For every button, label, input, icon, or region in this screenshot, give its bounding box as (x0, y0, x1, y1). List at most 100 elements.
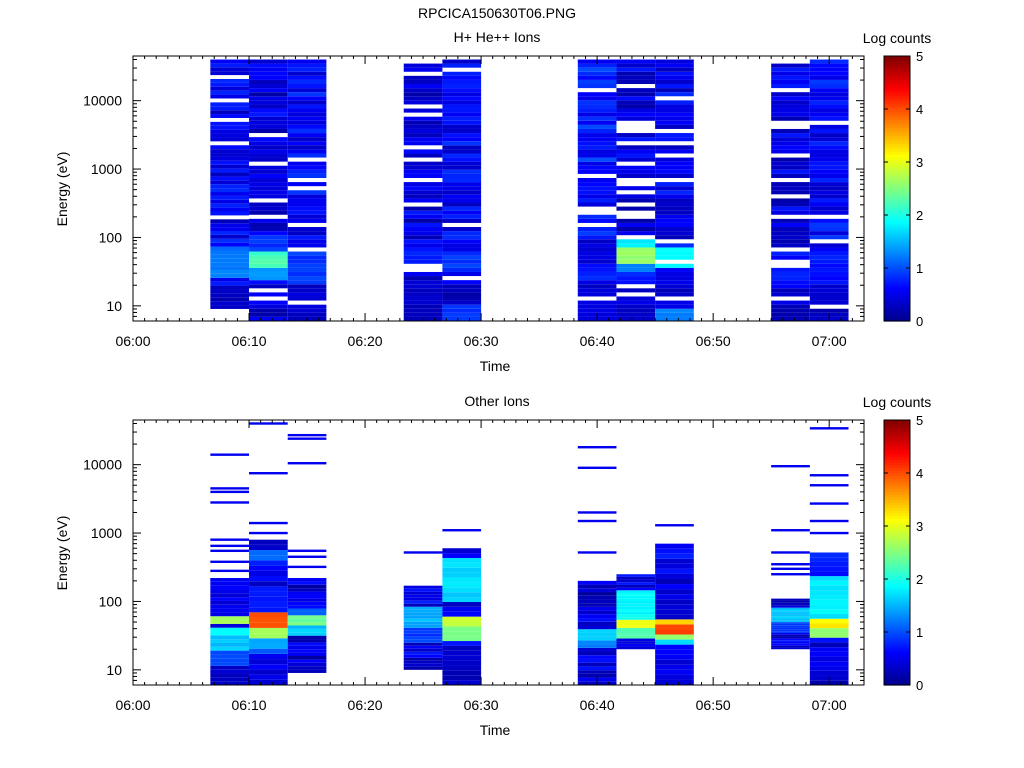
heatmap-cell (809, 153, 849, 158)
heatmap-cell (249, 231, 288, 236)
heatmap-cell (655, 222, 694, 228)
heatmap-cell (249, 617, 288, 623)
heatmap-cell (442, 280, 482, 285)
heatmap-cell (771, 629, 810, 632)
colorbar-segment (884, 106, 910, 110)
heatmap-cell (249, 300, 288, 305)
heatmap-cell (577, 606, 617, 611)
colorbar-segment (884, 682, 910, 686)
heatmap-cell (809, 145, 849, 150)
heatmap-cell (210, 121, 250, 126)
x-tick-label: 06:10 (232, 697, 267, 713)
heatmap-cell (442, 255, 482, 260)
heatmap-cell (249, 137, 288, 142)
colorbar-segment (884, 504, 910, 509)
heatmap-cell (616, 243, 656, 248)
heatmap-cell (403, 206, 443, 211)
heatmap-cell (403, 284, 443, 289)
heatmap-cell (616, 625, 656, 628)
heatmap-cell (249, 247, 288, 252)
colorbar-segment (884, 61, 910, 65)
heatmap-cell (442, 597, 482, 602)
heatmap-cell (403, 222, 443, 228)
heatmap-cell (442, 616, 482, 622)
colorbar-segment (884, 528, 910, 532)
colorbar-tick-label: 1 (916, 261, 923, 276)
colorbar-segment (884, 315, 910, 319)
colorbar-segment (884, 201, 910, 205)
heatmap-cell (616, 239, 656, 244)
colorbar-segment (884, 305, 910, 309)
colorbar-tick-label: 3 (916, 155, 923, 170)
heatmap-line (771, 529, 810, 532)
heatmap-cell (771, 614, 810, 617)
heatmap-cell (210, 172, 250, 177)
colorbar-segment (884, 459, 910, 463)
colorbar-segment (884, 146, 910, 150)
heatmap-cell (210, 665, 250, 670)
heatmap-cell (442, 316, 482, 321)
colorbar-segment (884, 420, 910, 424)
panel-title: H+ He++ Ions (454, 29, 541, 45)
heatmap-cell (771, 643, 810, 646)
heatmap-cell (403, 606, 443, 610)
heatmap-cell (210, 227, 250, 231)
heatmap-cell (287, 642, 327, 646)
colorbar-segment (884, 433, 910, 437)
heatmap-cell (577, 157, 617, 162)
heatmap-cell (809, 92, 849, 97)
heatmap-cell (616, 169, 656, 174)
heatmap-cell (249, 550, 288, 556)
heatmap-cell (655, 599, 694, 605)
heatmap-cell (809, 182, 849, 187)
colorbar-segment (884, 138, 910, 142)
heatmap-cell (655, 137, 694, 142)
heatmap-cell (771, 611, 810, 614)
heatmap-cell (210, 266, 250, 270)
heatmap-cell (249, 607, 288, 613)
heatmap-cell (442, 235, 482, 240)
heatmap-cell (616, 574, 656, 577)
heatmap-cell (403, 243, 443, 248)
heatmap-line (577, 446, 617, 449)
heatmap-cell (210, 293, 250, 298)
heatmap-cell (442, 606, 482, 612)
heatmap-cell (403, 603, 443, 607)
heatmap-cell (616, 587, 656, 591)
heatmap-cell (249, 141, 288, 146)
heatmap-line (809, 474, 849, 477)
heatmap-cell (287, 128, 327, 134)
colorbar-segment (884, 645, 910, 649)
heatmap-line (210, 544, 250, 548)
heatmap-cell (655, 543, 694, 549)
colorbar-segment (884, 629, 910, 633)
colorbar-segment (884, 193, 910, 198)
heatmap-cell (403, 585, 443, 589)
heatmap-cell (442, 296, 482, 301)
heatmap-cell (577, 141, 617, 146)
heatmap-cell (577, 304, 617, 309)
heatmap-cell (577, 128, 617, 134)
x-axis: 06:00 06:10 06:20 06:30 06:40 06:50 07:00 (115, 420, 865, 713)
colorbar-segment (884, 291, 910, 296)
heatmap-cell (616, 598, 656, 602)
heatmap-line (577, 551, 617, 554)
heatmap-cell (287, 210, 327, 215)
heatmap-cell (210, 192, 250, 196)
heatmap-cell (577, 198, 617, 203)
heatmap-cell (249, 555, 288, 561)
y-tick-label: 1000 (91, 525, 122, 541)
y-axis: 10 100 1000 10000 (83, 58, 864, 322)
heatmap-cell (249, 308, 288, 313)
heatmap-cell (249, 206, 288, 211)
heatmap-cell (616, 112, 656, 117)
heatmap-cell (249, 544, 288, 551)
heatmap-cell (577, 595, 617, 600)
heatmap-cell (809, 580, 849, 586)
heatmap-cell (403, 588, 443, 592)
heatmap-cell (442, 71, 482, 76)
colorbar-segment (884, 451, 910, 456)
y-axis-label: Energy (eV) (54, 152, 70, 227)
heatmap-cell (287, 231, 327, 236)
heatmap-cell (442, 263, 482, 268)
